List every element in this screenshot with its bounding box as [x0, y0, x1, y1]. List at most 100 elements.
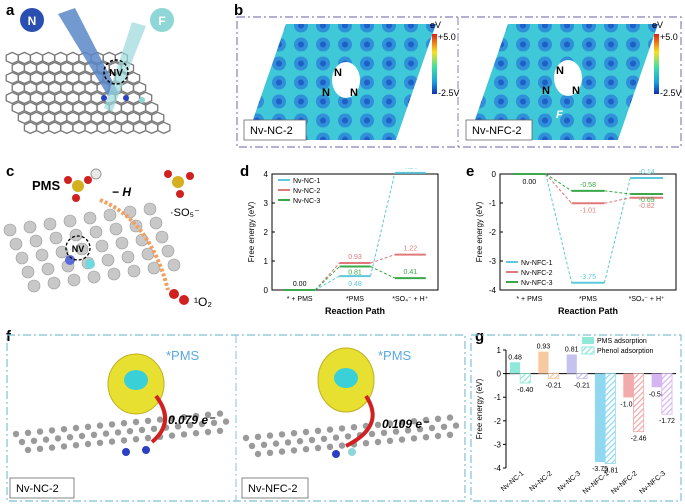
legend-label: Nv-NFC-3	[521, 280, 553, 287]
y-tick-label: 1	[497, 346, 502, 355]
data-label: 0.81	[348, 270, 362, 277]
bar-value-label: 0.93	[537, 344, 551, 351]
legend-label: Phenol adsorption	[597, 348, 654, 355]
y-axis-label: Free energy (eV)	[475, 378, 484, 439]
y-tick-label: 0	[497, 370, 502, 379]
data-label: 0.41	[404, 269, 418, 276]
svg-text:N: N	[556, 65, 564, 77]
data-label: 0.93	[348, 254, 362, 261]
data-label: -0.82	[639, 203, 655, 210]
y-tick-label: -4	[489, 286, 497, 295]
x-category-label: Nv-NC-3	[557, 470, 582, 493]
chart-d: 0 1 2 3 4 Free energy (eV) Reaction Path * + PM…	[247, 168, 439, 316]
bar-pms	[509, 362, 521, 374]
svg-text:*PMS: *PMS	[166, 348, 200, 363]
x-category-label: * + PMS	[516, 296, 542, 303]
legend-label: PMS adsorption	[597, 338, 647, 345]
bar-value-label: 0.81	[565, 346, 579, 353]
bar-pms	[623, 373, 634, 398]
transition-line	[314, 266, 340, 291]
bar-value-label: -3.81	[602, 468, 618, 475]
nv-site-circle-c	[65, 235, 91, 261]
transition-line	[604, 197, 631, 204]
panel-e-label: e	[466, 163, 475, 180]
y-tick-label: -3	[494, 440, 502, 449]
x-category-label: *PMS	[579, 296, 597, 303]
svg-text:0.079 e⁻: 0.079 e⁻	[168, 413, 216, 427]
x-axis-label: Reaction Path	[558, 306, 618, 316]
bar-pms	[651, 373, 662, 388]
data-label: -0.14	[639, 169, 655, 176]
colorbar-left	[432, 34, 437, 94]
bar-phenol	[576, 373, 588, 379]
svg-text:PMS: PMS	[32, 178, 61, 193]
svg-text:-2.5V: -2.5V	[660, 88, 682, 98]
x-category-label: Nv-NFC-3	[638, 470, 667, 496]
data-label: -3.75	[580, 274, 596, 281]
svg-text:*PMS: *PMS	[378, 348, 412, 363]
transition-line	[545, 173, 572, 192]
legend-label: Nv-NC-1	[293, 178, 320, 185]
data-label: 1.22	[404, 246, 418, 253]
panel-b-label: b	[234, 2, 244, 19]
transition-line	[545, 173, 572, 204]
x-category-label: Nv-NC-1	[500, 470, 525, 493]
svg-text:N: N	[542, 85, 550, 97]
n-arrow-icon	[58, 8, 118, 96]
legend-label: Nv-NFC-1	[521, 260, 553, 267]
panel-a-graphene-model: N F NV	[5, 8, 174, 135]
y-tick-label: 0	[492, 170, 497, 179]
y-tick-label: -4	[494, 464, 502, 473]
y-tick-label: 4	[264, 170, 269, 179]
panel-f-label: f	[6, 328, 11, 345]
bar-phenol	[548, 373, 560, 379]
colorbar-right	[654, 34, 659, 94]
data-label: 0.00	[293, 281, 307, 288]
svg-text:NV: NV	[72, 244, 85, 254]
y-tick-label: 3	[264, 199, 269, 208]
data-label: -0.58	[580, 182, 596, 189]
panel-d-label: d	[240, 163, 250, 180]
bar-phenol	[633, 373, 645, 433]
data-label: -0.69	[639, 197, 655, 204]
x-axis-label: Reaction Path	[325, 306, 385, 316]
svg-text:-2.5V: -2.5V	[438, 88, 460, 98]
svg-text:eV: eV	[652, 20, 663, 30]
panel-c-reaction-scheme: PMS − H ·SO₅⁻ ¹O₂ NV	[3, 168, 212, 309]
panel-g-frame-svg	[470, 334, 682, 502]
bar-pms	[538, 351, 549, 374]
bar-pms	[594, 373, 606, 463]
x-category-label: * + PMS	[287, 296, 313, 303]
bar-phenol	[661, 373, 673, 415]
svg-text:N: N	[322, 87, 330, 99]
x-category-label: *SO₄⁻ + H⁺	[392, 296, 428, 303]
bar-value-label: -1.01	[620, 401, 636, 408]
svg-text:0.109 e⁻: 0.109 e⁻	[382, 417, 430, 431]
x-category-label: *PMS	[346, 296, 364, 303]
legend-swatch	[581, 346, 595, 355]
svg-text:N: N	[334, 67, 342, 79]
nv-label: NV	[109, 68, 123, 79]
svg-text:N: N	[350, 87, 358, 99]
bar-value-label: 0.48	[508, 354, 522, 361]
data-label: 4.04	[404, 168, 418, 171]
svg-text:¹O₂: ¹O₂	[194, 295, 212, 309]
legend-label: Nv-NFC-2	[521, 270, 553, 277]
svg-text:− H: − H	[112, 185, 131, 199]
data-label: 0.00	[523, 179, 537, 186]
chart-e: 0 -1 -2 -3 -4 Free energy (eV) Reaction Path * …	[475, 169, 677, 316]
y-tick-label: 2	[264, 228, 269, 237]
y-axis-label: Free energy (eV)	[475, 201, 484, 262]
n-atom-icon	[20, 8, 44, 32]
panel-b-left-caption: Nv-NC-2	[250, 125, 293, 137]
data-label: 0.48	[348, 281, 362, 288]
y-tick-label: -2	[489, 228, 497, 237]
panel-b-frame: N N N N N N F eV +5.0 -2.5V eV +5.0 -2.5…	[236, 16, 682, 148]
nv-site-circle	[103, 59, 129, 85]
data-label: -1.01	[580, 207, 596, 214]
panel-c-label: c	[6, 163, 15, 180]
panel-f-frame: *PMS *PMS 0.079 e⁻ 0.109 e⁻ Nv-NC-2 Nv-N…	[6, 334, 466, 502]
transition-line	[604, 190, 631, 195]
svg-text:·SO₅⁻: ·SO₅⁻	[170, 207, 200, 219]
transition-line	[545, 173, 573, 283]
